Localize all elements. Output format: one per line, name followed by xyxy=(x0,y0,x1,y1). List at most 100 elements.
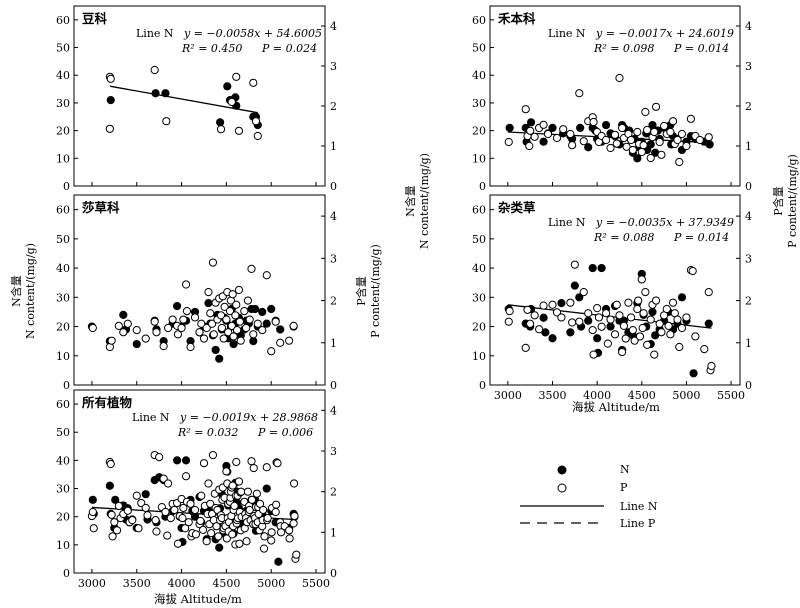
point-p xyxy=(234,126,244,135)
point-p xyxy=(704,288,713,297)
point-p xyxy=(88,323,97,333)
point-n xyxy=(111,495,120,504)
left-tick-label: 10 xyxy=(56,350,70,363)
point-p xyxy=(267,536,276,545)
point-p xyxy=(673,315,682,324)
point-p xyxy=(610,130,620,139)
point-p xyxy=(236,336,245,345)
point-n xyxy=(262,319,271,328)
point-p xyxy=(626,313,636,322)
point-p xyxy=(267,528,276,537)
point-p xyxy=(559,125,568,134)
point-n xyxy=(689,369,698,378)
point-p xyxy=(628,145,637,155)
point-p xyxy=(557,313,566,322)
point-p xyxy=(141,503,150,513)
point-p xyxy=(635,332,645,341)
point-p xyxy=(263,514,272,523)
point-p xyxy=(276,338,285,347)
point-p xyxy=(227,321,236,330)
point-p xyxy=(651,296,661,305)
point-p xyxy=(276,528,286,537)
right-tick-label: 0 xyxy=(330,379,337,392)
point-p xyxy=(646,153,655,163)
point-p xyxy=(535,325,544,334)
point-n xyxy=(119,310,128,319)
point-p xyxy=(575,89,584,98)
left-tick-label: 20 xyxy=(56,125,70,138)
annotation-r2: R² = 0.032 xyxy=(177,426,238,439)
point-p xyxy=(234,285,244,295)
x-axis-title-right: 海拔 Altitude/m xyxy=(572,400,660,414)
point-p xyxy=(643,340,652,349)
point-p xyxy=(208,258,218,267)
left-tick-label: 0 xyxy=(479,180,486,193)
point-p xyxy=(182,307,192,316)
point-p xyxy=(289,519,298,528)
point-n xyxy=(250,304,260,314)
point-p xyxy=(504,317,513,326)
left-axis-title-en-2: N content/(mg/g) xyxy=(418,153,431,249)
point-n xyxy=(204,299,213,308)
point-p xyxy=(530,132,539,141)
point-p xyxy=(624,298,633,307)
point-p xyxy=(242,537,251,546)
point-p xyxy=(170,505,179,515)
point-p xyxy=(134,524,143,533)
point-p xyxy=(141,334,150,343)
point-p xyxy=(650,127,659,137)
point-p xyxy=(209,330,218,339)
right-tick-label: 2 xyxy=(330,295,337,308)
point-p xyxy=(110,518,119,527)
point-p xyxy=(114,501,123,510)
point-p xyxy=(177,323,186,333)
legend xyxy=(520,465,604,524)
point-p xyxy=(700,345,709,354)
point-p xyxy=(251,117,261,126)
annotation-line: Line N xyxy=(548,216,586,229)
point-p xyxy=(181,524,190,533)
legend-n-marker xyxy=(557,465,567,475)
point-p xyxy=(630,336,639,345)
point-p xyxy=(219,334,228,343)
x-tick-label: 5500 xyxy=(302,577,330,590)
left-tick-label: 20 xyxy=(472,321,486,334)
right-tick-label: 2 xyxy=(330,486,337,499)
point-p xyxy=(155,453,164,462)
legend-line-n-label: Line N xyxy=(620,500,658,513)
left-tick-label: 30 xyxy=(56,97,70,110)
point-p xyxy=(621,334,630,343)
panel-4: 0 10 20 30 40 50 60 0 1 2 3 4 3000 3500 4000 4500 5000 55… xyxy=(472,194,752,402)
annotation-line: Line N xyxy=(132,411,170,424)
point-p xyxy=(267,347,276,356)
point-n xyxy=(575,293,584,302)
annotation-equation: y = −0.0058x + 54.6005 xyxy=(183,27,322,40)
left-tick-label: 30 xyxy=(472,97,486,110)
left-tick-label: 20 xyxy=(56,321,70,334)
point-p xyxy=(190,313,200,322)
plot-frame xyxy=(73,5,326,187)
annotation-p: P = 0.014 xyxy=(673,231,729,244)
x-tick-label: 5000 xyxy=(672,389,700,402)
point-p xyxy=(217,323,227,333)
left-axis-title-right-col: N含量 N content/(mg/g) xyxy=(404,151,432,251)
point-n xyxy=(267,304,276,314)
point-p xyxy=(638,323,647,333)
point-p xyxy=(646,315,655,324)
point-p xyxy=(197,491,206,500)
right-tick-label: 2 xyxy=(745,100,752,113)
right-tick-label: 4 xyxy=(745,210,752,223)
point-p xyxy=(247,457,256,466)
right-axis-title-cn: P含量 xyxy=(355,276,368,306)
point-p xyxy=(691,332,700,341)
panel-title: 莎草科 xyxy=(82,200,120,215)
point-p xyxy=(150,317,159,326)
point-n xyxy=(505,123,514,132)
legend-p-label: P xyxy=(620,481,628,494)
point-p xyxy=(228,530,237,539)
point-p xyxy=(588,326,597,335)
point-n xyxy=(141,490,150,499)
annotation-equation: y = −0.0035x + 37.9349 xyxy=(595,216,734,229)
annotation-r2: R² = 0.098 xyxy=(593,42,654,55)
point-p xyxy=(150,65,159,75)
